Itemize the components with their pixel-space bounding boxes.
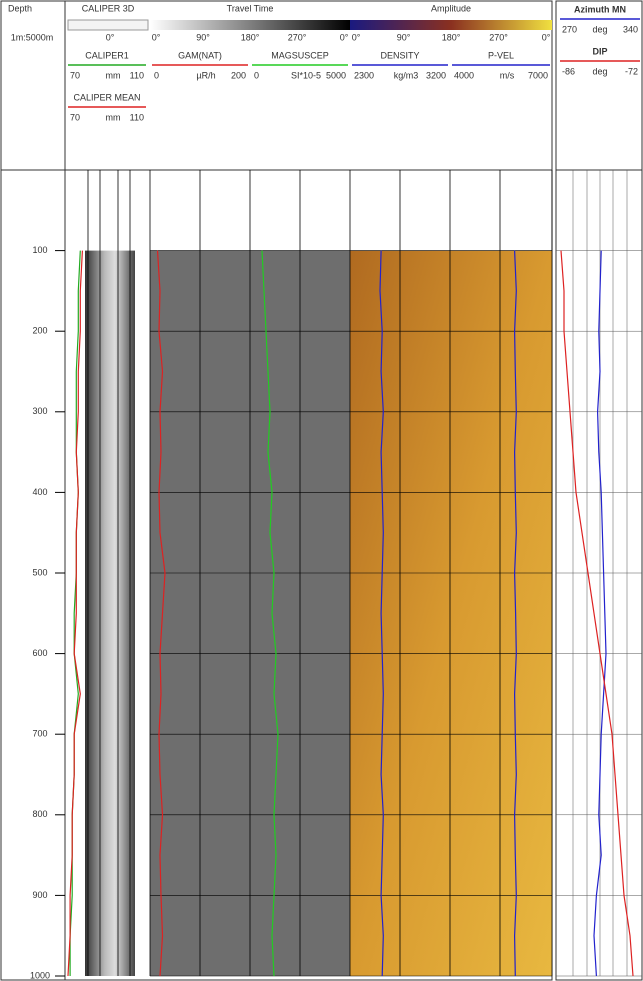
y-tick-label: 300 bbox=[32, 406, 47, 416]
log-curve bbox=[560, 250, 634, 977]
image-title: CALIPER 3D bbox=[82, 3, 135, 13]
y-tick-label: 100 bbox=[32, 245, 47, 255]
scale-min: 0 bbox=[254, 70, 259, 80]
image-tick: 0° bbox=[542, 32, 551, 42]
scale-max: 200 bbox=[231, 70, 246, 80]
scale-unit: deg bbox=[592, 66, 607, 76]
image-title: Amplitude bbox=[431, 3, 471, 13]
colorbar bbox=[350, 20, 552, 30]
image-tick: 0° bbox=[340, 32, 349, 42]
log-curve bbox=[261, 250, 279, 977]
scale-min: 2300 bbox=[354, 70, 374, 80]
image-tick: 90° bbox=[397, 32, 411, 42]
series-name: P-VEL bbox=[488, 50, 514, 60]
scale-unit: deg bbox=[592, 24, 607, 34]
image-tick: 180° bbox=[442, 32, 461, 42]
colorbar bbox=[67, 19, 149, 31]
image-tick: 90° bbox=[196, 32, 210, 42]
y-tick-label: 1000 bbox=[30, 970, 50, 980]
scale-unit: SI*10-5 bbox=[291, 70, 321, 80]
scale-min: 70 bbox=[70, 112, 80, 122]
scale-label: 1m:5000m bbox=[11, 32, 54, 42]
scale-max: 110 bbox=[130, 112, 144, 122]
log-curve bbox=[593, 250, 607, 977]
log-curve bbox=[67, 250, 83, 977]
series-name: CALIPER MEAN bbox=[73, 92, 140, 102]
image-tick: 270° bbox=[489, 32, 508, 42]
log-curve bbox=[379, 250, 384, 977]
depth-label: Depth bbox=[8, 3, 32, 13]
y-tick-label: 200 bbox=[32, 326, 47, 336]
series-name: MAGSUSCEP bbox=[271, 50, 329, 60]
image-tick: 0° bbox=[152, 32, 161, 42]
y-tick-label: 600 bbox=[32, 648, 47, 658]
y-tick-label: 800 bbox=[32, 809, 47, 819]
scale-unit: mm bbox=[106, 112, 121, 122]
caliper-image bbox=[85, 250, 135, 977]
scale-max: -72 bbox=[625, 66, 638, 76]
scale-min: 70 bbox=[70, 70, 80, 80]
series-name: CALIPER1 bbox=[85, 50, 129, 60]
log-curve bbox=[513, 250, 517, 977]
scale-min: 0 bbox=[154, 70, 159, 80]
y-tick-label: 700 bbox=[32, 729, 47, 739]
image-tick: 180° bbox=[241, 32, 260, 42]
scale-unit: µR/h bbox=[196, 70, 215, 80]
y-tick-label: 900 bbox=[32, 890, 47, 900]
scale-unit: mm bbox=[106, 70, 121, 80]
scale-min: 270 bbox=[562, 24, 577, 34]
series-name: DENSITY bbox=[380, 50, 419, 60]
scale-min: 4000 bbox=[454, 70, 474, 80]
series-name: Azimuth MN bbox=[574, 4, 626, 14]
scale-unit: kg/m3 bbox=[394, 70, 419, 80]
scale-max: 110 bbox=[130, 70, 144, 80]
scale-max: 7000 bbox=[528, 70, 548, 80]
series-name: GAM(NAT) bbox=[178, 50, 222, 60]
amplitude-image bbox=[350, 250, 552, 977]
series-name: DIP bbox=[592, 46, 607, 56]
scale-min: -86 bbox=[562, 66, 575, 76]
scale-max: 5000 bbox=[326, 70, 346, 80]
y-tick-label: 400 bbox=[32, 487, 47, 497]
log-curve bbox=[156, 250, 166, 977]
image-tick: 0° bbox=[352, 32, 361, 42]
y-tick-label: 500 bbox=[32, 567, 47, 577]
colorbar bbox=[150, 20, 350, 30]
image-tick: 270° bbox=[288, 32, 307, 42]
scale-max: 340 bbox=[623, 24, 638, 34]
image-tick: 0° bbox=[106, 32, 115, 42]
image-title: Travel Time bbox=[227, 3, 274, 13]
scale-max: 3200 bbox=[426, 70, 446, 80]
scale-unit: m/s bbox=[500, 70, 515, 80]
